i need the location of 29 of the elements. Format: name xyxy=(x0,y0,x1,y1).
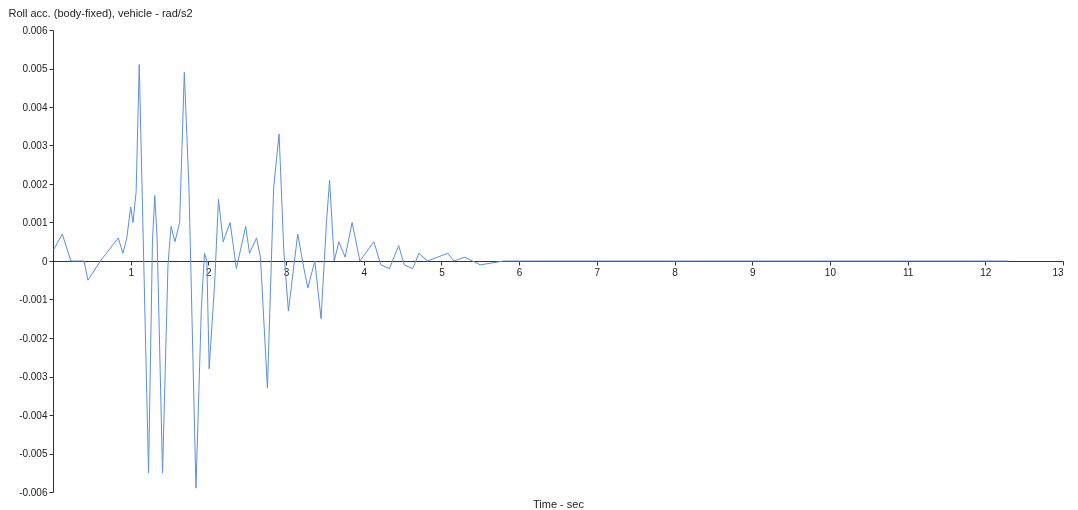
x-tick-label: 10 xyxy=(824,266,837,278)
x-tick-label: 3 xyxy=(283,266,290,278)
x-tick-label: 2 xyxy=(206,266,213,278)
y-tick-label: -0.005 xyxy=(19,448,48,459)
y-tick-label: 0.005 xyxy=(22,63,48,74)
y-tick-label: 0.002 xyxy=(22,178,48,190)
y-tick-label: -0.006 xyxy=(19,486,48,498)
x-tick-label: 12 xyxy=(980,266,992,278)
x-tick-label: 1 xyxy=(128,266,135,278)
x-tick-label: 6 xyxy=(516,266,523,278)
y-tick-label: 0.004 xyxy=(22,101,48,113)
y-axis-title: Roll acc. (body-fixed), vehicle - rad/s2 xyxy=(8,6,193,19)
y-tick-label: 0.003 xyxy=(22,140,48,151)
y-tick-label: -0.002 xyxy=(19,332,48,344)
y-tick-label: 0.006 xyxy=(22,24,48,36)
x-tick-label: 8 xyxy=(672,266,679,278)
line-series xyxy=(53,64,1010,489)
y-tick-label: 0.001 xyxy=(22,217,48,228)
x-tick-label: 11 xyxy=(902,266,914,278)
y-tick-label: -0.004 xyxy=(19,409,48,421)
y-tick-label: -0.001 xyxy=(19,294,48,305)
y-tick-label: -0.003 xyxy=(19,371,48,382)
x-axis-title: Time - sec xyxy=(533,497,585,510)
x-tick-label: 7 xyxy=(594,266,601,278)
y-tick-label: 0 xyxy=(41,255,48,267)
x-tick-label: 4 xyxy=(361,266,368,278)
x-tick-label: 5 xyxy=(439,266,446,278)
x-tick-label: 13 xyxy=(1052,266,1064,278)
x-tick-label: 9 xyxy=(749,266,756,278)
